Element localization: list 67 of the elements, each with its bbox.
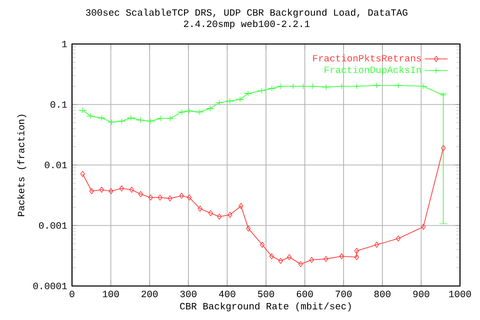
point [187,194,192,201]
point [420,224,426,230]
x-tick-label: 500 [258,290,274,298]
point [158,194,162,201]
y-tick-label: 1 [62,40,67,48]
point [148,194,153,201]
x-axis-title: CBR Background Rate (mbit/sec) [180,302,351,312]
point [228,212,232,218]
point [324,256,328,262]
y-tick-label: 0.001 [39,222,67,229]
point [278,258,283,264]
point [269,253,274,260]
point [420,83,426,90]
point [168,195,172,202]
point [119,185,124,192]
point [89,188,94,194]
point [88,113,94,120]
point [260,242,265,248]
point [207,105,214,112]
chart-subtitle: 2.4.20smp web100-2.2.1 [184,20,310,29]
point [226,98,233,104]
point [208,210,214,216]
point [395,82,402,88]
point [98,114,104,121]
point [354,254,360,260]
x-tick-label: 200 [142,290,158,298]
legend-label: FractionDupAcksIn [324,66,421,75]
point [128,114,134,121]
point [440,145,446,152]
point [245,90,252,96]
point [440,92,446,98]
point [179,192,184,199]
point [286,254,292,260]
point [338,83,345,90]
point [309,256,314,263]
x-tick-label: 400 [219,290,236,298]
point [246,226,251,232]
chart-title: 300sec ScalableTCP DRS, UDP CBR Background Load, DataTAG [86,8,408,18]
point [80,107,86,114]
point [80,170,86,177]
x-tick-label: 700 [336,290,352,298]
point [129,186,134,193]
y-tick-label: 0.0001 [33,282,67,290]
x-tick-label: 0 [70,290,74,298]
x-tick-label: 800 [374,290,390,298]
x-tick-label: 600 [296,290,313,298]
point [354,248,360,254]
y-axis-title: Packets (fraction) [17,114,26,216]
point [238,202,244,209]
point [237,96,244,102]
point [99,186,104,193]
point [216,214,222,220]
point [374,242,379,248]
point [339,253,344,260]
point [108,188,114,194]
x-tick-label: 300 [180,290,196,298]
x-tick-label: 100 [102,290,119,298]
x-tick-label: 1000 [449,290,471,298]
y-tick-label: 0.1 [50,101,67,108]
point [298,261,303,268]
y-tick-label: 0.01 [44,162,67,168]
x-tick-label: 900 [413,290,430,298]
point [138,191,144,198]
legend-label: FractionPktsRetrans [313,54,421,62]
point [354,83,360,90]
point [198,206,202,212]
point [396,235,401,242]
